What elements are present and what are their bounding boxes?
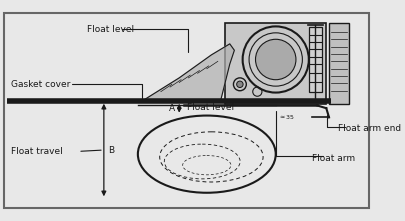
Text: Float travel: Float travel [11, 147, 63, 156]
Text: Float arm end: Float arm end [337, 124, 401, 133]
Circle shape [236, 81, 243, 88]
Bar [308, 27, 321, 92]
Text: B: B [108, 145, 114, 154]
Bar [225, 23, 326, 104]
Bar [328, 23, 348, 104]
Text: Float arm: Float arm [312, 154, 355, 163]
Circle shape [255, 39, 295, 80]
Text: $\approx$35: $\approx$35 [277, 113, 294, 121]
Text: A: A [168, 104, 174, 113]
Text: Gasket cover: Gasket cover [11, 80, 70, 89]
Polygon shape [142, 44, 234, 101]
Text: Float level: Float level [87, 25, 134, 34]
Text: Float level: Float level [186, 103, 233, 112]
